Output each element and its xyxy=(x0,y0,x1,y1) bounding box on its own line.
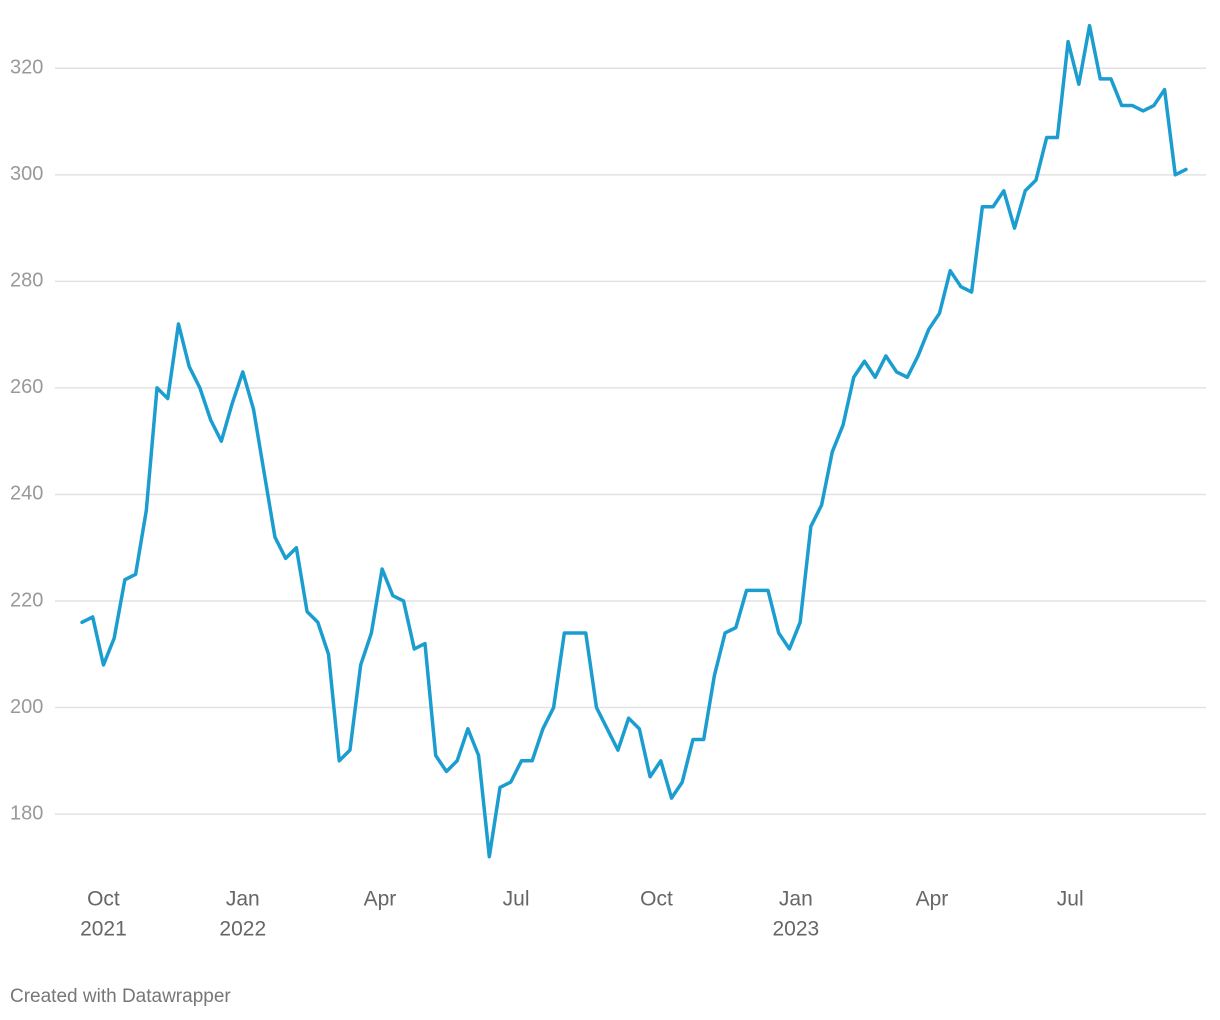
footer: Created with Datawrapper xyxy=(10,986,231,1007)
x-tick-label: Apr xyxy=(916,888,949,911)
x-tick-label: Apr xyxy=(364,888,397,911)
x-tick-year: 2022 xyxy=(219,918,266,941)
y-tick-label: 220 xyxy=(10,589,43,611)
x-tick-label: Oct xyxy=(87,888,120,911)
y-tick-label: 320 xyxy=(10,57,43,79)
y-tick-label: 280 xyxy=(10,270,43,292)
x-tick-year: 2023 xyxy=(772,918,819,941)
x-tick-label: Jan xyxy=(779,888,813,911)
x-tick-label: Jul xyxy=(503,888,530,911)
x-tick-label: Jan xyxy=(226,888,260,911)
y-tick-label: 260 xyxy=(10,376,43,398)
x-tick-year: 2021 xyxy=(80,918,127,941)
x-tick-label: Jul xyxy=(1057,888,1084,911)
y-tick-label: 300 xyxy=(10,163,43,185)
x-tick-label: Oct xyxy=(640,888,673,911)
line xyxy=(80,23,1188,859)
y-tick-label: 200 xyxy=(10,696,43,718)
y-tick-label: 240 xyxy=(10,483,43,505)
y-tick-label: 180 xyxy=(10,802,43,824)
